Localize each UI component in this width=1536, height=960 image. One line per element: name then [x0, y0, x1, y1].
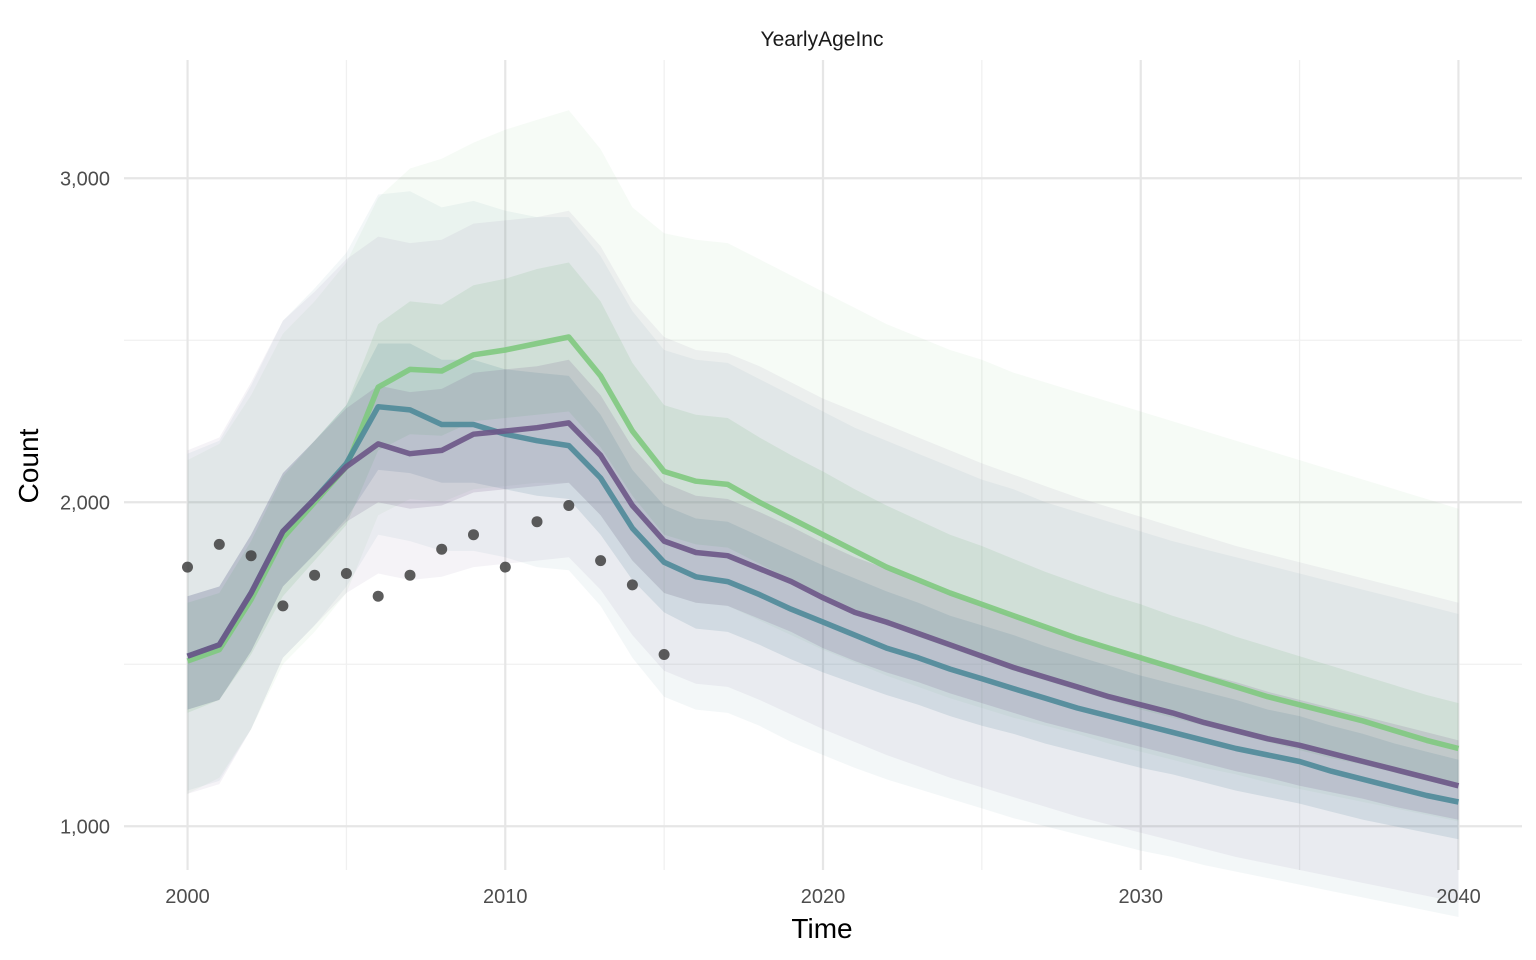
observed-point — [404, 569, 416, 581]
observed-point — [531, 516, 543, 528]
x-tick-label: 2000 — [165, 886, 210, 908]
tick-labels: 2000 2010 2020 2030 2040 1,000 2,000 3,000 — [60, 168, 1481, 908]
band-series-2-level-1 — [187, 210, 1459, 903]
band-series-1-level-0 — [187, 343, 1459, 840]
observed-point — [309, 569, 321, 581]
x-tick-label: 2040 — [1436, 886, 1481, 908]
observed-point — [277, 600, 289, 612]
series-lines — [186, 334, 1460, 805]
x-tick-label: 2020 — [801, 886, 846, 908]
observed-point — [563, 500, 575, 511]
x-tick-label: 2010 — [483, 886, 528, 908]
y-tick-label: 2,000 — [60, 492, 110, 514]
band-series-1-level-1 — [187, 191, 1459, 917]
series-line-2 — [186, 420, 1460, 789]
series-line-0 — [186, 334, 1460, 752]
observed-point — [626, 579, 638, 591]
observed-point — [213, 538, 225, 550]
y-tick-label: 3,000 — [60, 168, 110, 190]
observed-point — [658, 649, 670, 660]
y-axis-title: Count — [13, 428, 44, 503]
series-line-1 — [186, 403, 1460, 805]
observed-point — [595, 555, 607, 567]
observed-point — [182, 561, 193, 573]
observed-point — [245, 550, 257, 562]
observed-point — [499, 561, 511, 573]
observed-points — [182, 500, 670, 660]
observed-point — [436, 543, 448, 555]
grid — [124, 60, 1522, 870]
x-tick-label: 2030 — [1118, 886, 1163, 908]
observed-point — [468, 529, 479, 541]
chart-title: YearlyAgeInc — [761, 28, 884, 51]
observed-point — [372, 590, 384, 602]
x-axis-title: Time — [791, 913, 852, 944]
band-series-0-level-1 — [187, 110, 1459, 822]
y-tick-label: 1,000 — [60, 816, 110, 838]
observed-point — [340, 568, 352, 579]
